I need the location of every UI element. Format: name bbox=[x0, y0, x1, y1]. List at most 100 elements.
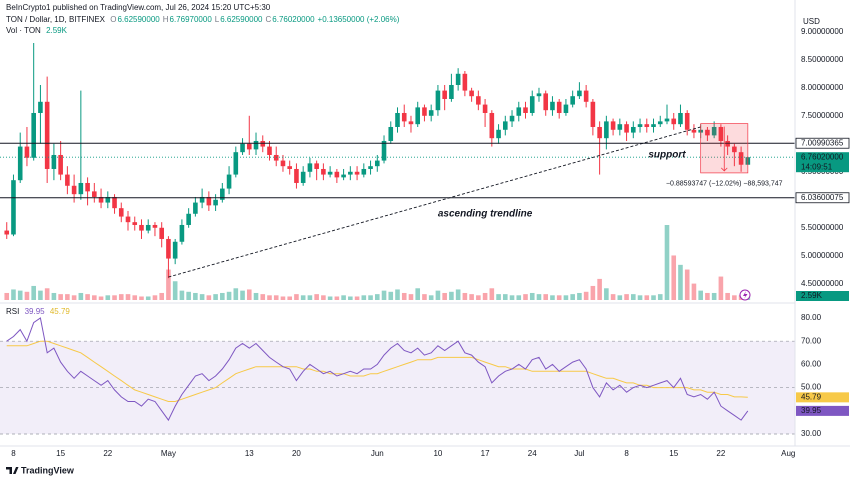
candle-body bbox=[671, 118, 677, 125]
volume-bar bbox=[597, 278, 602, 300]
candle-body bbox=[206, 196, 212, 206]
volume-bar bbox=[496, 294, 501, 300]
volume-bar bbox=[314, 294, 319, 300]
candle-body bbox=[523, 107, 528, 113]
volume-bar bbox=[220, 292, 225, 300]
last-price-label: 6.76020000 bbox=[801, 152, 844, 161]
volume-bar bbox=[300, 295, 306, 300]
volume-bar bbox=[226, 291, 232, 300]
candle-body bbox=[529, 96, 535, 113]
candle-body bbox=[644, 124, 650, 127]
candle-body bbox=[583, 90, 589, 102]
x-tick-label: 15 bbox=[669, 449, 678, 458]
measure-arrow bbox=[720, 126, 728, 172]
x-tick-label: Aug bbox=[781, 449, 795, 458]
rsi-ma-line bbox=[6, 340, 748, 402]
x-tick-label: 13 bbox=[245, 449, 254, 458]
volume-bar bbox=[732, 295, 737, 300]
y-tick-label: 4.50000000 bbox=[801, 279, 844, 288]
volume-bar bbox=[152, 295, 158, 300]
x-tick-label: Jul bbox=[574, 449, 584, 458]
volume-bar bbox=[98, 296, 104, 300]
candle-body bbox=[563, 104, 569, 113]
rsi-ma-axis-label-box bbox=[796, 392, 849, 403]
candle-body bbox=[186, 213, 191, 225]
volume-bar bbox=[213, 294, 218, 300]
candle-body bbox=[631, 126, 636, 133]
candle-body bbox=[132, 222, 138, 225]
candle-body bbox=[684, 112, 690, 130]
volume-bar bbox=[516, 295, 522, 300]
candle-body bbox=[327, 171, 333, 175]
candle-body bbox=[152, 224, 158, 228]
volume-last: 2.59K bbox=[46, 26, 67, 35]
volume-bar bbox=[637, 295, 643, 300]
rsi-name: RSI bbox=[6, 307, 20, 316]
volume-bar bbox=[671, 255, 677, 300]
candle-body bbox=[361, 168, 367, 175]
candle-body bbox=[125, 216, 131, 223]
rsi-line bbox=[6, 317, 749, 422]
candle-body bbox=[92, 191, 97, 197]
x-tick-label: 20 bbox=[292, 449, 301, 458]
candle-body bbox=[105, 196, 111, 203]
candle-body bbox=[11, 180, 16, 235]
volume-bar bbox=[267, 295, 272, 300]
candle-body bbox=[455, 73, 461, 85]
candle-body bbox=[388, 126, 394, 141]
measure-label: −0.88593747 (−12.02%) −88,593,747 bbox=[666, 181, 783, 188]
candle-body bbox=[651, 124, 656, 127]
candle-body bbox=[51, 154, 57, 169]
candle-body bbox=[476, 96, 481, 105]
candle-body bbox=[348, 171, 353, 175]
volume-bar bbox=[253, 292, 259, 300]
volume-bar bbox=[78, 292, 84, 300]
candle-body bbox=[321, 168, 326, 175]
volume-bar bbox=[307, 295, 313, 300]
x-tick-label: 15 bbox=[56, 449, 65, 458]
x-tick-label: 24 bbox=[528, 449, 537, 458]
candle-body bbox=[637, 124, 643, 127]
volume-bar bbox=[435, 290, 441, 300]
volume-bar bbox=[462, 292, 468, 300]
candle-body bbox=[112, 196, 117, 209]
volume-bar bbox=[644, 295, 650, 300]
candle-body bbox=[624, 124, 629, 133]
volume-bar bbox=[159, 292, 164, 300]
volume-bar bbox=[199, 294, 205, 300]
candle-body bbox=[85, 182, 90, 192]
candle-body bbox=[38, 101, 43, 113]
candle-body bbox=[543, 93, 549, 111]
candle-body bbox=[705, 129, 710, 136]
annotation: support bbox=[648, 150, 686, 161]
candle-body bbox=[691, 129, 697, 133]
y-tick-label: 7.50000000 bbox=[801, 111, 844, 120]
ohlc-value: 6.76020000 bbox=[272, 15, 315, 24]
volume-bar bbox=[348, 296, 353, 300]
change: +0.13650000 (+2.06%) bbox=[317, 15, 400, 24]
ohlc-key: L bbox=[214, 15, 220, 24]
x-tick-label: Jun bbox=[371, 449, 384, 458]
volume-bar bbox=[240, 290, 245, 300]
volume-bar bbox=[550, 295, 555, 300]
rsi-axis-label: 39.95 bbox=[801, 406, 822, 415]
candle-body bbox=[381, 140, 387, 161]
volume-bar bbox=[38, 290, 43, 300]
candle-body bbox=[213, 199, 218, 206]
candle-body bbox=[509, 115, 515, 122]
rsi-tick-label: 60.00 bbox=[801, 359, 822, 368]
hline-label-box bbox=[795, 137, 850, 149]
volume-bar bbox=[361, 295, 367, 300]
candle-body bbox=[220, 188, 225, 200]
volume-bar bbox=[17, 290, 23, 300]
candle-body bbox=[718, 126, 724, 141]
volume-bar bbox=[442, 292, 447, 300]
volume-bar bbox=[401, 292, 407, 300]
candle-body bbox=[31, 112, 36, 158]
x-tick-label: 10 bbox=[433, 449, 442, 458]
candle-body bbox=[556, 101, 562, 113]
volume-bar bbox=[341, 295, 346, 300]
hline-label: 6.03600075 bbox=[801, 193, 844, 202]
volume-bar bbox=[334, 296, 340, 300]
